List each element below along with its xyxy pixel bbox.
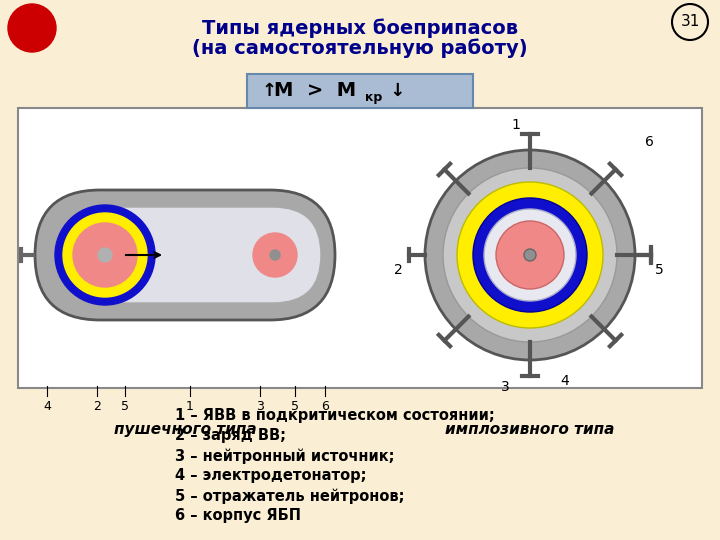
Text: 6: 6 — [321, 400, 329, 413]
Text: 5: 5 — [121, 400, 129, 413]
Text: 1 – ЯВВ в подкритическом состоянии;: 1 – ЯВВ в подкритическом состоянии; — [175, 408, 495, 423]
Text: пушечного типа: пушечного типа — [114, 422, 256, 437]
Text: ↑: ↑ — [262, 82, 284, 100]
Text: 5: 5 — [291, 400, 299, 413]
Text: 5 – отражатель нейтронов;: 5 – отражатель нейтронов; — [175, 488, 405, 503]
Text: (на самостоятельную работу): (на самостоятельную работу) — [192, 38, 528, 58]
Circle shape — [253, 233, 297, 277]
Circle shape — [524, 249, 536, 261]
Text: 1: 1 — [186, 400, 194, 413]
Circle shape — [270, 250, 280, 260]
Circle shape — [473, 198, 587, 312]
Text: 31: 31 — [680, 15, 700, 30]
Text: имплозивного типа: имплозивного типа — [445, 422, 615, 437]
Text: М  >  М: М > М — [274, 82, 356, 100]
Circle shape — [98, 248, 112, 262]
Circle shape — [484, 209, 576, 301]
Bar — [18, 108, 702, 388]
FancyBboxPatch shape — [247, 74, 473, 108]
Text: 6: 6 — [645, 135, 654, 149]
Text: 3: 3 — [256, 400, 264, 413]
Text: 2: 2 — [93, 400, 101, 413]
Circle shape — [457, 182, 603, 328]
FancyBboxPatch shape — [65, 207, 321, 303]
Text: 6 – корпус ЯБП: 6 – корпус ЯБП — [175, 508, 301, 523]
Text: 4: 4 — [43, 400, 51, 413]
Text: 4: 4 — [561, 374, 570, 388]
Circle shape — [55, 205, 155, 305]
Text: 3: 3 — [500, 380, 509, 394]
Text: 5: 5 — [655, 263, 664, 277]
Circle shape — [496, 221, 564, 289]
Text: 1: 1 — [511, 118, 520, 132]
Text: 2: 2 — [395, 263, 403, 277]
Text: кр: кр — [365, 91, 382, 104]
Text: 3 – нейтронный источник;: 3 – нейтронный источник; — [175, 448, 395, 463]
Text: 4 – электродетонатор;: 4 – электродетонатор; — [175, 468, 366, 483]
Text: ↓: ↓ — [384, 82, 405, 100]
Circle shape — [8, 4, 56, 52]
Text: 2 – заряд ВВ;: 2 – заряд ВВ; — [175, 428, 286, 443]
FancyBboxPatch shape — [35, 190, 335, 320]
Circle shape — [443, 168, 617, 342]
Circle shape — [63, 213, 147, 297]
Circle shape — [73, 223, 137, 287]
Circle shape — [425, 150, 635, 360]
Text: Типы ядерных боеприпасов: Типы ядерных боеприпасов — [202, 18, 518, 38]
